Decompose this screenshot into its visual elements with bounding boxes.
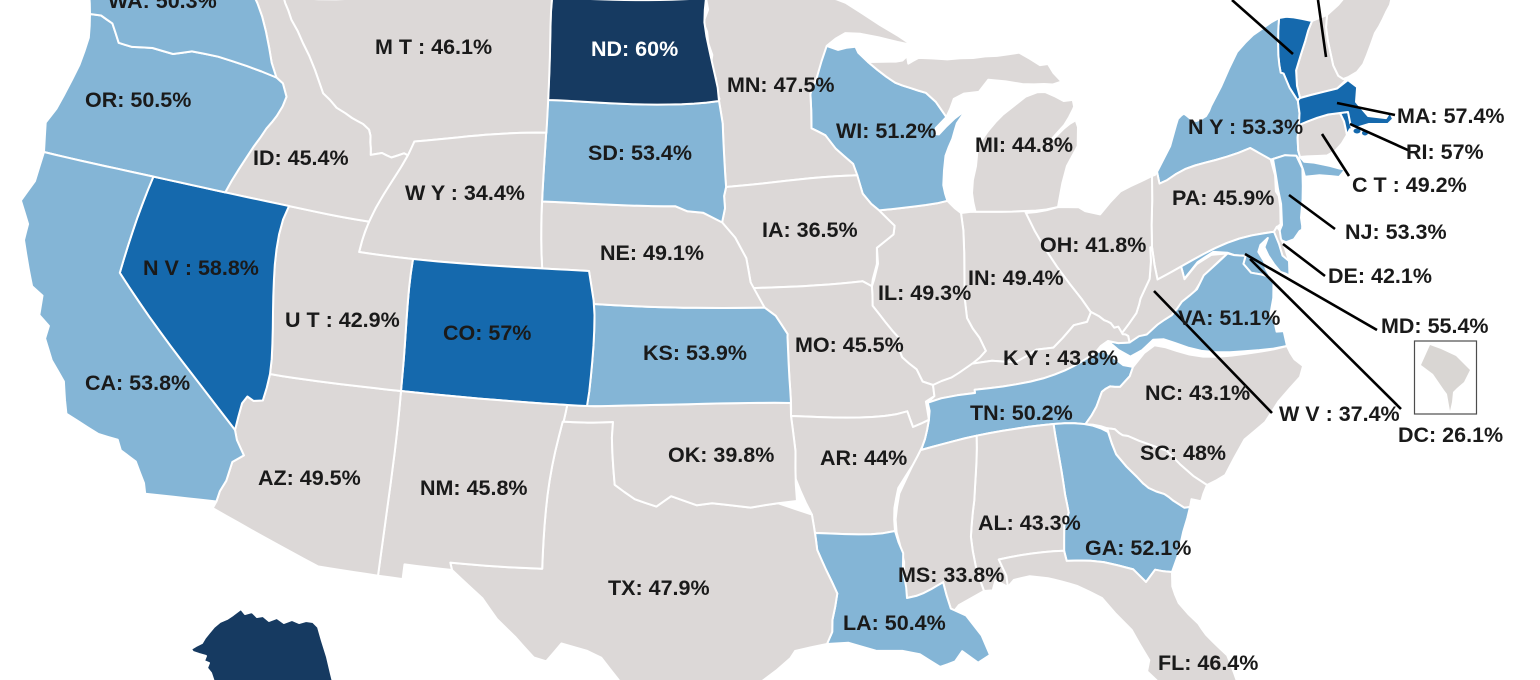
svg-text:MO: 45.5%: MO: 45.5%: [795, 333, 904, 357]
svg-text:ND: 60%: ND: 60%: [591, 37, 678, 61]
svg-text:DE: 42.1%: DE: 42.1%: [1328, 264, 1432, 288]
svg-text:PA: 45.9%: PA: 45.9%: [1172, 186, 1274, 210]
svg-text:VA: 51.1%: VA: 51.1%: [1178, 306, 1280, 330]
svg-text:WA: 50.3%: WA: 50.3%: [108, 0, 217, 13]
svg-text:AR: 44%: AR: 44%: [820, 446, 907, 470]
svg-text:TN: 50.2%: TN: 50.2%: [970, 401, 1073, 425]
svg-text:OK: 39.8%: OK: 39.8%: [668, 443, 774, 467]
svg-text:M T : 46.1%: M T : 46.1%: [375, 35, 492, 59]
svg-text:SD: 53.4%: SD: 53.4%: [588, 141, 692, 165]
svg-text:NJ: 53.3%: NJ: 53.3%: [1345, 220, 1447, 244]
svg-text:IN: 49.4%: IN: 49.4%: [968, 266, 1064, 290]
svg-text:DC: 26.1%: DC: 26.1%: [1398, 423, 1503, 447]
svg-text:W Y : 34.4%: W Y : 34.4%: [405, 181, 525, 205]
svg-text:N Y : 53.3%: N Y : 53.3%: [1188, 115, 1303, 139]
svg-text:ID: 45.4%: ID: 45.4%: [253, 146, 349, 170]
svg-text:CO: 57%: CO: 57%: [443, 321, 531, 345]
svg-text:OR: 50.5%: OR: 50.5%: [85, 88, 191, 112]
svg-text:WI: 51.2%: WI: 51.2%: [836, 119, 936, 143]
svg-text:CA: 53.8%: CA: 53.8%: [85, 371, 190, 395]
svg-text:NE: 49.1%: NE: 49.1%: [600, 241, 704, 265]
svg-text:AL: 43.3%: AL: 43.3%: [978, 511, 1081, 535]
svg-text:IA: 36.5%: IA: 36.5%: [762, 218, 858, 242]
svg-text:SC: 48%: SC: 48%: [1140, 441, 1226, 465]
svg-text:RI: 57%: RI: 57%: [1406, 140, 1484, 164]
svg-text:MI: 44.8%: MI: 44.8%: [975, 133, 1073, 157]
svg-text:MN: 47.5%: MN: 47.5%: [727, 73, 835, 97]
svg-text:TX: 47.9%: TX: 47.9%: [608, 576, 710, 600]
svg-text:N V : 58.8%: N V : 58.8%: [143, 256, 259, 280]
svg-text:NC: 43.1%: NC: 43.1%: [1145, 381, 1250, 405]
svg-text:C T : 49.2%: C T : 49.2%: [1352, 173, 1467, 197]
svg-text:NM: 45.8%: NM: 45.8%: [420, 476, 528, 500]
svg-text:AZ: 49.5%: AZ: 49.5%: [258, 466, 361, 490]
svg-text:GA: 52.1%: GA: 52.1%: [1085, 536, 1191, 560]
svg-text:U T : 42.9%: U T : 42.9%: [285, 308, 400, 332]
svg-text:LA: 50.4%: LA: 50.4%: [843, 611, 946, 635]
svg-text:MA: 57.4%: MA: 57.4%: [1397, 104, 1505, 128]
svg-text:MS: 33.8%: MS: 33.8%: [898, 563, 1004, 587]
svg-text:IL: 49.3%: IL: 49.3%: [878, 281, 971, 305]
svg-text:W V : 37.4%: W V : 37.4%: [1279, 402, 1400, 426]
svg-text:K Y : 43.8%: K Y : 43.8%: [1003, 346, 1118, 370]
svg-text:MD: 55.4%: MD: 55.4%: [1381, 314, 1489, 338]
svg-text:KS: 53.9%: KS: 53.9%: [643, 341, 747, 365]
svg-text:FL: 46.4%: FL: 46.4%: [1158, 651, 1258, 675]
svg-text:OH: 41.8%: OH: 41.8%: [1040, 233, 1146, 257]
